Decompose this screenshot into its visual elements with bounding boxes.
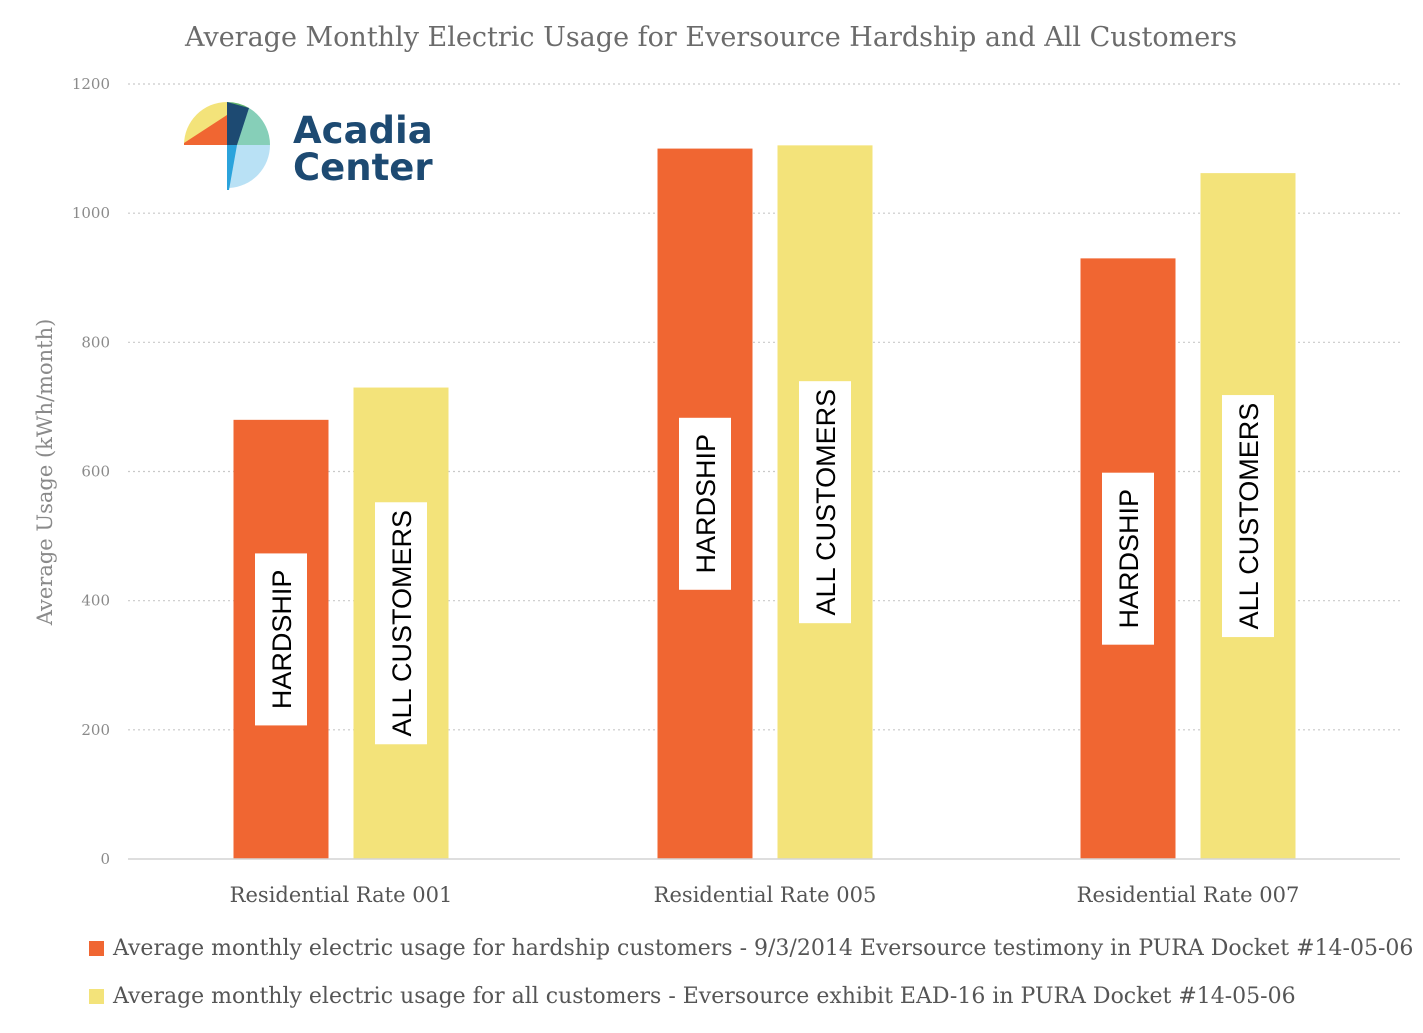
legend-swatch (89, 989, 104, 1004)
bar-label: ALL CUSTOMERS (811, 389, 841, 616)
y-tick-label: 1000 (72, 204, 110, 222)
x-category-label: Residential Rate 005 (654, 883, 877, 907)
legend: Average monthly electric usage for hards… (89, 936, 1413, 1009)
x-category-label: Residential Rate 001 (230, 883, 453, 907)
bar-label-box (255, 553, 307, 726)
legend-swatch (89, 941, 104, 956)
bar-label: HARDSHIP (691, 434, 721, 574)
bar-label-box (1102, 472, 1154, 645)
y-tick-label: 800 (81, 333, 110, 351)
y-tick-label: 200 (81, 721, 110, 739)
logo-blue-segment (227, 145, 237, 190)
chart-title: Average Monthly Electric Usage for Evers… (184, 22, 1237, 53)
bar-label: HARDSHIP (267, 570, 297, 710)
bar-label-box (799, 381, 851, 624)
y-axis-label: Average Usage (kWh/month) (33, 319, 57, 627)
bar-label-box (1222, 395, 1274, 638)
logo-navy-segment (227, 102, 249, 145)
y-axis-ticks: 0 200 400 600 800 1000 1200 (72, 75, 110, 868)
legend-entry: Average monthly electric usage for hards… (112, 936, 1413, 961)
bar-label: HARDSHIP (1114, 489, 1144, 629)
logo-lightblue-segment (227, 145, 271, 188)
bar-label: ALL CUSTOMERS (387, 510, 417, 737)
bars: HARDSHIP ALL CUSTOMERS HARDSHIP ALL CUSTOME… (233, 145, 1296, 860)
bar-label-box (679, 417, 731, 590)
x-axis-categories: Residential Rate 001 Residential Rate 005… (230, 883, 1300, 907)
gridlines (128, 83, 1400, 731)
x-category-label: Residential Rate 007 (1077, 883, 1300, 907)
bar-label-box (375, 502, 427, 745)
legend-entry: Average monthly electric usage for all c… (112, 984, 1296, 1009)
logo-text-line2: Center (293, 146, 433, 189)
y-tick-label: 1200 (72, 75, 110, 93)
logo-orange-segment (184, 115, 227, 145)
acadia-center-logo: Acadia Center (184, 101, 433, 190)
logo-text-line1: Acadia (293, 109, 433, 152)
y-tick-label: 400 (81, 592, 110, 610)
y-tick-label: 600 (81, 463, 110, 481)
bar-label: ALL CUSTOMERS (1234, 403, 1264, 630)
y-tick-label: 0 (100, 850, 110, 868)
